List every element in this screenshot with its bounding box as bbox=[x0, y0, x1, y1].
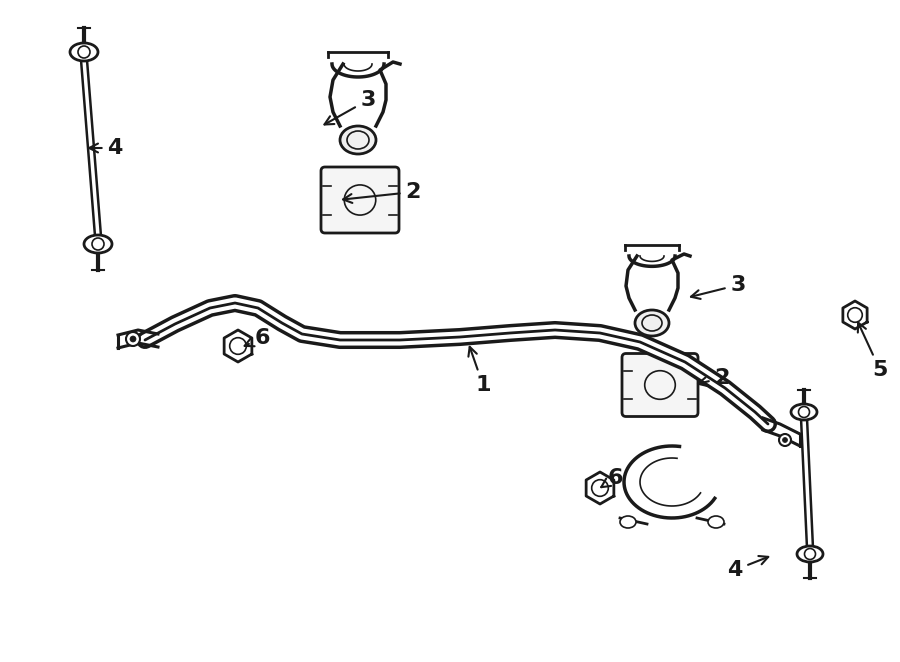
Ellipse shape bbox=[340, 126, 376, 154]
Text: 2: 2 bbox=[343, 182, 420, 203]
Text: 6: 6 bbox=[245, 328, 270, 348]
Text: 4: 4 bbox=[89, 138, 122, 158]
Text: 6: 6 bbox=[601, 468, 623, 488]
Ellipse shape bbox=[635, 310, 669, 336]
Text: 4: 4 bbox=[727, 556, 769, 580]
Ellipse shape bbox=[708, 516, 724, 528]
Ellipse shape bbox=[620, 516, 636, 528]
Circle shape bbox=[130, 336, 136, 342]
Text: 3: 3 bbox=[691, 275, 746, 299]
Circle shape bbox=[782, 438, 788, 442]
Ellipse shape bbox=[84, 235, 112, 253]
Ellipse shape bbox=[791, 404, 817, 420]
Text: 1: 1 bbox=[468, 347, 490, 395]
FancyBboxPatch shape bbox=[622, 354, 698, 416]
Ellipse shape bbox=[70, 43, 98, 61]
Text: 5: 5 bbox=[858, 322, 887, 380]
Circle shape bbox=[779, 434, 791, 446]
Ellipse shape bbox=[797, 546, 823, 562]
FancyBboxPatch shape bbox=[321, 167, 399, 233]
Text: 2: 2 bbox=[698, 368, 730, 388]
Circle shape bbox=[126, 332, 140, 346]
Text: 3: 3 bbox=[325, 90, 375, 124]
